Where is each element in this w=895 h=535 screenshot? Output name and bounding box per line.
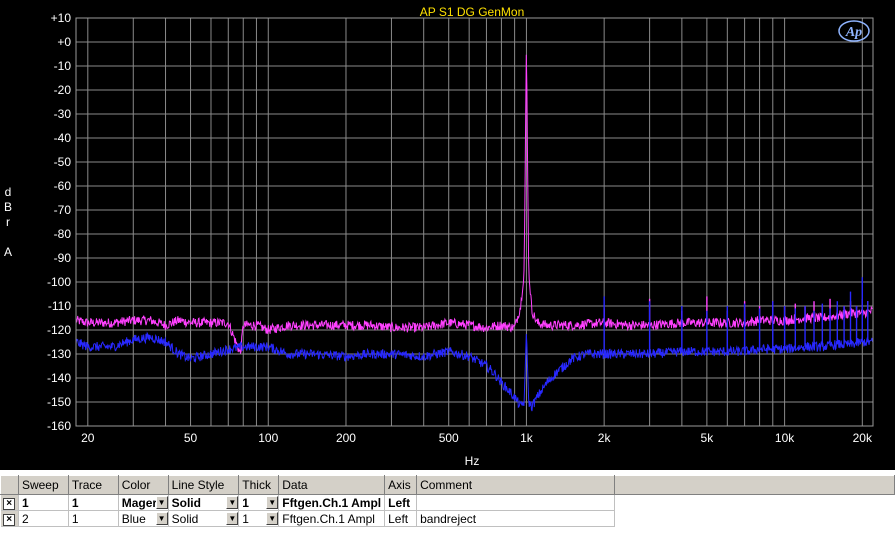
thick-select[interactable]: 1 ▼ [238,510,280,527]
comment-cell[interactable]: bandreject [416,510,615,527]
y-tick-label: -60 [54,179,72,193]
y-axis-label-letter: B [4,200,12,214]
trace-cell[interactable]: 1 [68,510,119,527]
legend-row-2[interactable]: × 2 1 Blue ▼ Solid ▼ 1 ▼ Fftgen.Ch.1 Ampl L… [0,510,895,527]
plot-frame [75,17,874,427]
y-tick-label: -110 [48,299,71,313]
ap-logo: Ap [838,20,870,42]
x-tick-label: 200 [336,431,356,445]
thick-select[interactable]: 1 ▼ [238,494,280,511]
y-axis-label-letter: d [5,185,12,199]
trace-legend-table: Sweep Trace Color Line Style Thick Data … [0,475,895,527]
y-tick-label: -80 [54,227,72,241]
legend-header-filler [613,475,895,495]
plot-area: +10 +0 -10 -20 -30 -40 -50 -60 -70 -80 -90 -100 -110… [0,0,895,470]
trace-enable-checkbox[interactable]: × [3,498,16,510]
x-tick-label: 5k [701,431,715,445]
y-tick-label: +10 [51,11,72,25]
chevron-down-icon[interactable]: ▼ [155,496,168,509]
y-tick-label: -160 [47,419,71,433]
col-header-thick[interactable]: Thick [238,475,280,495]
chevron-down-icon[interactable]: ▼ [155,512,168,525]
col-header-trace[interactable]: Trace [67,475,119,495]
trace-cell[interactable]: 1 [68,494,119,511]
x-tick-label: 1k [520,431,534,445]
y-tick-label: -120 [47,323,71,337]
series-line-2 [75,331,874,412]
y-tick-label: -10 [54,59,72,73]
y-axis-label-letter: r [6,215,10,229]
data-cell[interactable]: Fftgen.Ch.1 Ampl [278,510,386,527]
data-cell[interactable]: Fftgen.Ch.1 Ampl [278,494,386,511]
series-lines [75,54,874,412]
x-tick-label: 20 [81,431,95,445]
col-header-line-style[interactable]: Line Style [167,475,240,495]
legend-row-1[interactable]: × 1 1 Mager ▼ Solid ▼ 1 ▼ Fftgen.Ch.1 Ampl … [0,494,895,511]
chevron-down-icon[interactable]: ▼ [266,496,278,509]
x-tick-label: 10k [775,431,795,445]
color-value: Blue [121,511,146,526]
x-tick-label: 2k [598,431,612,445]
x-tick-label: 500 [439,431,459,445]
x-tick-label: 50 [184,431,198,445]
trace-enable-checkbox[interactable]: × [3,514,16,526]
y-tick-label: -20 [54,83,72,97]
y-tick-label: +0 [57,35,71,49]
col-header-comment[interactable]: Comment [416,475,615,495]
sweep-cell[interactable]: 2 [18,510,69,527]
y-tick-label: -140 [47,371,71,385]
axis-cell[interactable]: Left [384,510,418,527]
line-style-select[interactable]: Solid ▼ [168,510,240,527]
col-header-sweep[interactable]: Sweep [17,475,69,495]
line-style-select[interactable]: Solid ▼ [168,494,240,511]
y-tick-label: -70 [54,203,72,217]
y-axis-label: dBr A [4,185,12,259]
ap-logo-text: Ap [845,25,862,40]
chart-title: AP S1 DG GenMon [420,5,525,19]
grid [76,17,873,427]
thick-value: 1 [242,495,249,510]
chevron-down-icon[interactable]: ▼ [226,512,238,525]
y-tick-label: -130 [47,347,71,361]
y-tick-label: -30 [54,107,72,121]
fft-chart: +10 +0 -10 -20 -30 -40 -50 -60 -70 -80 -90 -100 -110… [4,5,874,468]
line-style-value: Solid [171,495,201,510]
x-tick-labels: 20 50 100 200 500 1k 2k 5k 10k 20k [81,431,873,445]
legend-header-corner [0,475,19,495]
chevron-down-icon[interactable]: ▼ [266,512,278,525]
color-select[interactable]: Blue ▼ [118,510,169,527]
col-header-data[interactable]: Data [278,475,386,495]
x-axis-label: Hz [465,454,480,468]
color-select[interactable]: Mager ▼ [118,494,169,511]
y-tick-label: -90 [54,251,72,265]
y-tick-label: -50 [54,155,72,169]
y-tick-label: -100 [47,275,71,289]
color-value: Mager [121,495,158,510]
col-header-color[interactable]: Color [117,475,169,495]
x-tick-label: 100 [258,431,278,445]
legend-header-row: Sweep Trace Color Line Style Thick Data … [0,475,895,495]
thick-value: 1 [242,511,249,526]
chevron-down-icon[interactable]: ▼ [226,496,238,509]
sweep-cell[interactable]: 1 [18,494,69,511]
line-style-value: Solid [171,511,199,526]
col-header-axis[interactable]: Axis [384,475,418,495]
x-tick-label: 20k [853,431,873,445]
axis-cell[interactable]: Left [384,494,418,511]
y-axis-label-letter: A [4,245,12,259]
comment-cell[interactable] [416,494,615,511]
y-tick-labels: +10 +0 -10 -20 -30 -40 -50 -60 -70 -80 -90 -100 -110… [47,11,71,433]
series-line-1 [75,54,874,354]
y-tick-label: -150 [47,395,71,409]
y-tick-label: -40 [54,131,72,145]
